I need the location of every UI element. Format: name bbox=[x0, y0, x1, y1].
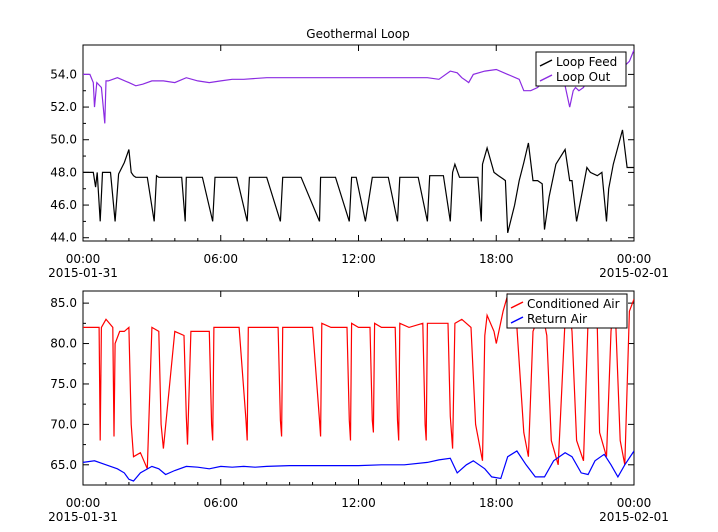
y-tick-label: 48.0 bbox=[50, 165, 77, 179]
x-tick-label: 00:00 bbox=[66, 252, 101, 266]
y-tick-label: 85.0 bbox=[50, 296, 77, 310]
y-tick-label: 54.0 bbox=[50, 67, 77, 81]
x-tick-label: 12:00 bbox=[341, 496, 376, 510]
series-line-return-air bbox=[83, 450, 634, 482]
y-tick-label: 52.0 bbox=[50, 100, 77, 114]
legend-label: Return Air bbox=[527, 312, 587, 326]
y-tick-label: 44.0 bbox=[50, 231, 77, 245]
legend-box bbox=[535, 51, 627, 87]
plot-air-temperatures: 65.0 70.0 75.0 80.0 85.0 00:00 06:00 12:00 18:00… bbox=[48, 290, 669, 524]
x-tick-label: 18:00 bbox=[479, 496, 514, 510]
y-tick-label: 50.0 bbox=[50, 133, 77, 147]
x-tick-label: 00:00 bbox=[66, 496, 101, 510]
y-tick-label: 75.0 bbox=[50, 377, 77, 391]
legend-label: Loop Out bbox=[556, 70, 611, 84]
legend-swatch bbox=[510, 316, 524, 324]
x-date-label: 2015-02-01 bbox=[599, 510, 669, 524]
legend-box bbox=[506, 293, 628, 329]
y-tick-label: 80.0 bbox=[50, 337, 77, 351]
x-tick-label: 12:00 bbox=[341, 252, 376, 266]
y-tick-label: 65.0 bbox=[50, 458, 77, 472]
x-tick-label: 06:00 bbox=[203, 496, 238, 510]
x-date-label: 2015-02-01 bbox=[599, 266, 669, 280]
legend-swatch bbox=[539, 74, 553, 82]
x-tick-label: 00:00 bbox=[617, 496, 652, 510]
chart-title: Geothermal Loop bbox=[306, 27, 409, 41]
legend-swatch bbox=[510, 301, 524, 309]
x-tick-label: 06:00 bbox=[203, 252, 238, 266]
legend-label: Conditioned Air bbox=[527, 297, 620, 311]
x-tick-label: 00:00 bbox=[617, 252, 652, 266]
plot-geothermal-loop: 44.0 46.0 48.0 50.0 52.0 54.0 00:00 06:00 12:00 1… bbox=[48, 44, 669, 280]
y-tick-label: 70.0 bbox=[50, 417, 77, 431]
x-date-label: 2015-01-31 bbox=[48, 266, 118, 280]
series-line-conditioned-air bbox=[83, 292, 634, 470]
legend-label: Loop Feed bbox=[556, 55, 617, 69]
x-date-label: 2015-01-31 bbox=[48, 510, 118, 524]
series-line-loop-feed bbox=[83, 129, 634, 233]
x-tick-label: 18:00 bbox=[479, 252, 514, 266]
y-tick-label: 46.0 bbox=[50, 198, 77, 212]
series-line-loop-out bbox=[83, 49, 634, 124]
legend-swatch bbox=[539, 59, 553, 67]
